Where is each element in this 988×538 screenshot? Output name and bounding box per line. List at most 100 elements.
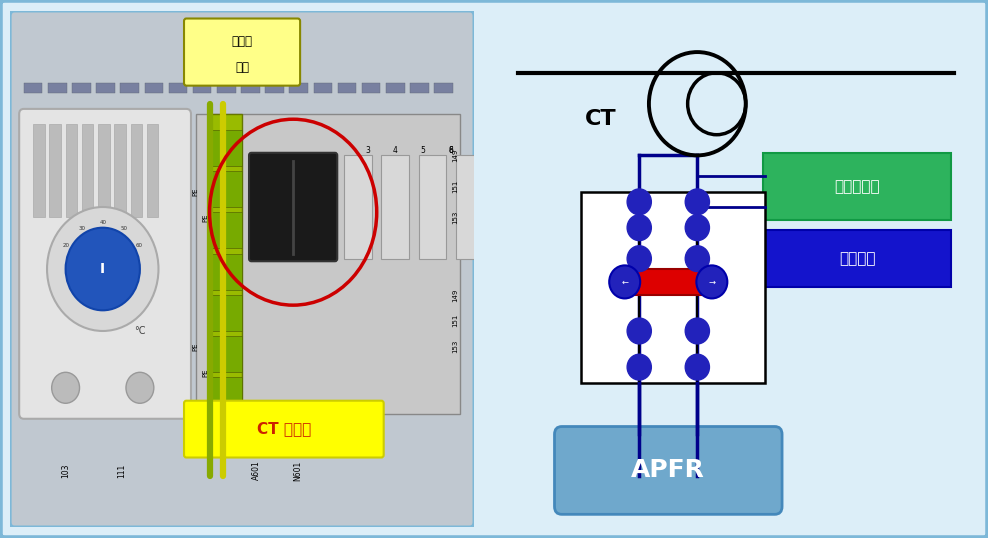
Bar bbox=[209, 171, 242, 207]
Text: N601: N601 bbox=[293, 461, 302, 480]
Bar bbox=[169, 83, 188, 94]
Bar bbox=[455, 155, 483, 259]
Bar bbox=[241, 83, 260, 94]
Bar bbox=[24, 83, 42, 94]
Text: 8: 8 bbox=[449, 146, 453, 155]
Bar bbox=[344, 155, 372, 259]
Text: PE: PE bbox=[193, 342, 199, 351]
Text: 153: 153 bbox=[453, 340, 458, 353]
Text: 保护继电器: 保护继电器 bbox=[834, 179, 880, 194]
Bar bbox=[144, 83, 163, 94]
Circle shape bbox=[610, 265, 640, 299]
Text: 153: 153 bbox=[453, 211, 458, 224]
Bar bbox=[209, 212, 242, 249]
Text: 30: 30 bbox=[78, 226, 85, 231]
Circle shape bbox=[627, 215, 651, 240]
Bar bbox=[65, 124, 77, 217]
Text: 111: 111 bbox=[117, 463, 125, 478]
Bar bbox=[33, 124, 44, 217]
Text: →: → bbox=[708, 278, 715, 286]
Text: °C: °C bbox=[134, 326, 145, 336]
FancyBboxPatch shape bbox=[249, 153, 337, 261]
Text: 50: 50 bbox=[121, 226, 127, 231]
Bar bbox=[265, 83, 284, 94]
Circle shape bbox=[47, 207, 158, 331]
Circle shape bbox=[686, 215, 709, 240]
Bar bbox=[338, 83, 357, 94]
FancyBboxPatch shape bbox=[763, 230, 951, 287]
Bar bbox=[410, 83, 429, 94]
FancyBboxPatch shape bbox=[554, 427, 782, 514]
Bar bbox=[624, 269, 711, 295]
Bar bbox=[82, 124, 94, 217]
Bar bbox=[196, 114, 460, 414]
Text: 151: 151 bbox=[453, 314, 458, 327]
Text: PE: PE bbox=[202, 368, 207, 377]
Text: PE: PE bbox=[193, 187, 199, 196]
Text: 正常状态: 正常状态 bbox=[839, 251, 875, 266]
Bar bbox=[289, 83, 308, 94]
Circle shape bbox=[686, 318, 709, 344]
Bar bbox=[362, 83, 380, 94]
Circle shape bbox=[65, 228, 140, 310]
Circle shape bbox=[697, 265, 727, 299]
Bar bbox=[72, 83, 91, 94]
Circle shape bbox=[627, 318, 651, 344]
Text: 感器: 感器 bbox=[235, 61, 249, 74]
Circle shape bbox=[51, 372, 79, 404]
Bar bbox=[386, 83, 404, 94]
Bar bbox=[96, 83, 115, 94]
FancyBboxPatch shape bbox=[763, 153, 951, 220]
Bar bbox=[209, 130, 242, 166]
Text: 151: 151 bbox=[453, 180, 458, 193]
Text: 20: 20 bbox=[63, 243, 70, 248]
Text: APFR: APFR bbox=[631, 458, 705, 483]
Text: I: I bbox=[100, 262, 106, 276]
Bar bbox=[419, 155, 447, 259]
Bar bbox=[435, 83, 453, 94]
Bar bbox=[217, 83, 235, 94]
Circle shape bbox=[627, 246, 651, 272]
Text: 149: 149 bbox=[453, 288, 458, 301]
Bar bbox=[147, 124, 158, 217]
FancyBboxPatch shape bbox=[184, 18, 300, 86]
Bar bbox=[115, 124, 125, 217]
FancyBboxPatch shape bbox=[19, 109, 191, 419]
Bar bbox=[48, 83, 66, 94]
Bar bbox=[209, 114, 242, 414]
FancyBboxPatch shape bbox=[10, 11, 474, 527]
Text: ←: ← bbox=[621, 278, 628, 286]
Bar bbox=[581, 192, 765, 383]
Circle shape bbox=[686, 189, 709, 215]
Circle shape bbox=[627, 189, 651, 215]
Bar bbox=[209, 253, 242, 289]
Text: 5: 5 bbox=[421, 146, 426, 155]
Text: CT 短接片: CT 短接片 bbox=[257, 422, 311, 437]
Text: 149: 149 bbox=[453, 148, 458, 162]
Circle shape bbox=[686, 246, 709, 272]
Text: CT: CT bbox=[585, 109, 617, 129]
Bar bbox=[209, 336, 242, 372]
Circle shape bbox=[627, 354, 651, 380]
Bar bbox=[209, 295, 242, 331]
Text: 电流互: 电流互 bbox=[231, 36, 253, 48]
Bar bbox=[381, 155, 409, 259]
Text: 4: 4 bbox=[393, 146, 398, 155]
Text: 40: 40 bbox=[99, 220, 107, 225]
FancyBboxPatch shape bbox=[184, 401, 383, 457]
Bar bbox=[130, 124, 142, 217]
Text: A601: A601 bbox=[252, 461, 261, 480]
Bar bbox=[313, 83, 332, 94]
Text: 6: 6 bbox=[449, 146, 453, 155]
Bar bbox=[193, 83, 211, 94]
Bar bbox=[49, 124, 61, 217]
Bar bbox=[121, 83, 139, 94]
Text: 60: 60 bbox=[135, 243, 142, 248]
Bar bbox=[98, 124, 110, 217]
Text: 103: 103 bbox=[61, 463, 70, 478]
Text: 3: 3 bbox=[365, 146, 370, 155]
Text: PE: PE bbox=[202, 213, 207, 222]
Circle shape bbox=[125, 372, 154, 404]
Bar bbox=[209, 378, 242, 414]
Circle shape bbox=[686, 354, 709, 380]
